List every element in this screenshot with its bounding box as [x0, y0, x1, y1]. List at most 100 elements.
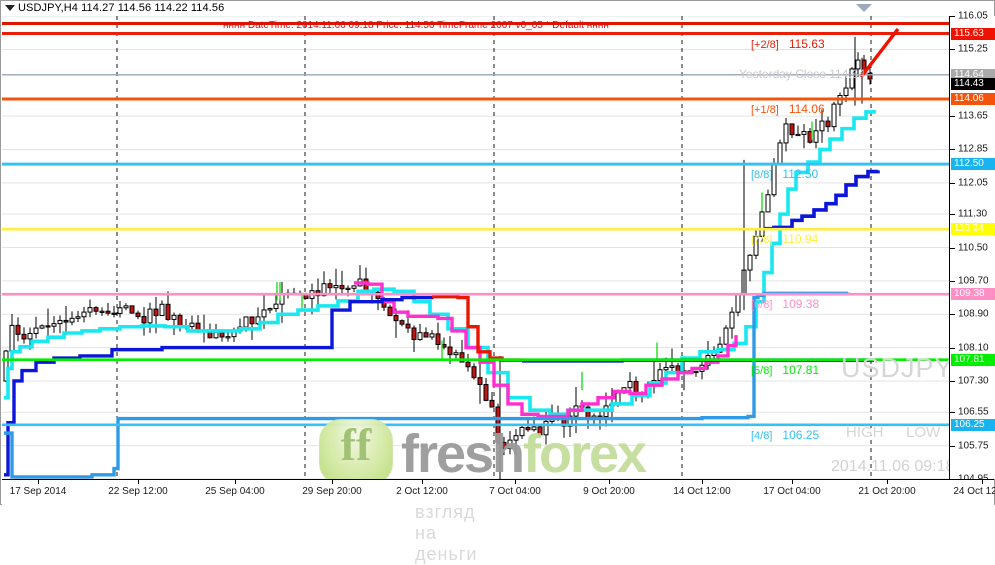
candle-body [33, 327, 39, 334]
chart-plot-area[interactable] [2, 16, 949, 479]
freshforex-badge-text: ff [340, 419, 372, 470]
chevron-down-icon[interactable] [856, 4, 872, 12]
candle-body [345, 287, 351, 290]
price-level-badge: 109.38 [951, 288, 995, 301]
price-tick [950, 116, 955, 118]
candle-body [327, 283, 333, 289]
candle-body [465, 361, 471, 368]
high-watermark: HIGH [846, 424, 884, 441]
trend-line[interactable] [859, 27, 900, 79]
candle-body [765, 194, 771, 213]
candle-body [51, 323, 57, 327]
timestamp-watermark: 2014.11.06 09:18 [831, 458, 955, 475]
indicator-band [2, 22, 949, 25]
candle-body [171, 314, 177, 320]
price-tick [950, 380, 955, 382]
murrey-level-caption: [6/8] 109.38 [751, 297, 819, 311]
candle-body [795, 133, 801, 137]
candle-body [393, 315, 399, 322]
candle-body [723, 327, 729, 345]
candle-body [81, 311, 87, 318]
candle-body [537, 426, 543, 436]
candle-body [657, 369, 663, 382]
candle-body [27, 332, 33, 340]
candle-body [567, 415, 573, 427]
candle-body [801, 131, 807, 135]
candle-body [273, 303, 279, 310]
candle-body [129, 305, 135, 314]
time-tick [422, 480, 423, 484]
time-tick-label: 25 Sep 04:00 [205, 486, 265, 497]
candle-body [57, 319, 63, 325]
price-level-badge: 115.63 [951, 27, 995, 40]
candle-body [219, 331, 225, 338]
candle-body [627, 380, 633, 389]
murrey-level-price: 115.63 [778, 36, 825, 51]
candle-body [39, 325, 45, 329]
candle-body [843, 87, 849, 97]
candle-body [405, 323, 411, 329]
time-tick [38, 480, 39, 484]
candle-body [471, 366, 477, 379]
candle-body [69, 317, 75, 323]
candle-body [195, 322, 201, 331]
candle-body [447, 346, 453, 356]
candle-body [453, 352, 459, 356]
candle-body [825, 120, 831, 128]
murrey-level-price: 106.25 [772, 427, 820, 442]
murrey-level-price: 112.50 [772, 167, 819, 182]
time-tick-label: 29 Sep 20:00 [302, 486, 362, 497]
time-tick [609, 480, 610, 484]
candle-body [267, 308, 273, 311]
candle-body [813, 130, 819, 143]
time-tick-label: 7 Oct 04:00 [489, 486, 541, 497]
time-tick-label: 17 Oct 04:00 [763, 486, 821, 497]
fast-ma-line [4, 109, 876, 417]
time-tick-label: 2 Oct 12:00 [396, 486, 448, 497]
candle-body [867, 72, 873, 80]
murrey-level-price: 114.06 [778, 102, 825, 116]
candle-body [753, 235, 759, 256]
candle-body [189, 322, 195, 328]
candle-body [531, 426, 537, 431]
time-tick [982, 480, 983, 484]
candle-body [411, 327, 417, 341]
candle-body [831, 103, 837, 128]
murrey-level-caption: [5/8] 107.81 [751, 363, 819, 377]
price-tick [950, 16, 955, 17]
candle-body [777, 142, 783, 164]
murrey-level-price: 109.38 [772, 297, 820, 312]
candle-body [747, 254, 753, 271]
candle-body [399, 320, 405, 325]
candle-body [213, 331, 219, 339]
band-step-line [764, 169, 880, 231]
candle-body [249, 316, 255, 325]
symbol-watermark: USDJPY [841, 353, 954, 383]
price-tick-label: 112.85 [958, 143, 988, 155]
candle-body [159, 303, 165, 317]
candle-body [99, 310, 105, 313]
candle-body [435, 333, 441, 345]
time-axis[interactable]: 17 Sep 2014 22 Sep 12:00 25 Sep 04:00 29 Se… [2, 479, 995, 506]
price-tick-label: 116.05 [958, 10, 988, 22]
brand-part-one: fresh [401, 424, 525, 484]
candle-body [543, 420, 549, 436]
candle-body [675, 365, 681, 373]
triangle-down-icon[interactable] [5, 5, 15, 11]
time-tick [332, 480, 333, 484]
candle-body [243, 316, 249, 328]
price-tick [950, 247, 955, 249]
candle-body [501, 441, 507, 450]
candle-body [423, 332, 429, 338]
candle-body [489, 399, 495, 408]
price-tick [950, 412, 955, 414]
candle-body [525, 426, 531, 431]
price-axis[interactable]: 116.05 115.63 115.25 114.64 114.43 114.06 113.… [949, 11, 995, 485]
candle-body [387, 306, 393, 317]
time-tick-label: 9 Oct 20:00 [583, 486, 635, 497]
candle-body [507, 439, 513, 450]
candle-body [513, 435, 519, 441]
price-tick-label: 112.05 [958, 177, 988, 189]
candle-body [135, 312, 141, 318]
candle-body [477, 377, 483, 386]
